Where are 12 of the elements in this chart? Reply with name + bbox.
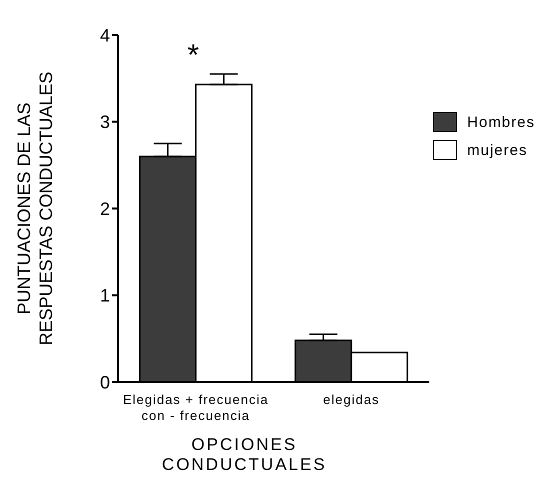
x-axis-title: OPCIONES CONDUCTUALES bbox=[162, 435, 327, 474]
y-tick-label: 4 bbox=[100, 25, 110, 46]
y-tick-label: 3 bbox=[100, 112, 110, 132]
annotation: * bbox=[187, 39, 200, 72]
x-tick-label: Elegidas + frecuencia con - frecuencia bbox=[122, 392, 269, 423]
y-tick-label: 1 bbox=[100, 286, 110, 306]
legend-label: Hombres bbox=[467, 114, 535, 130]
y-tick-label: 0 bbox=[100, 372, 110, 392]
x-tick-label: elegidas bbox=[323, 392, 380, 407]
y-axis-title: PUNTUACIONES DE LAS RESPUESTAS CONDUCTUALES bbox=[14, 72, 56, 346]
legend-label: mujeres bbox=[467, 142, 528, 158]
y-tick-label: 2 bbox=[100, 198, 110, 219]
